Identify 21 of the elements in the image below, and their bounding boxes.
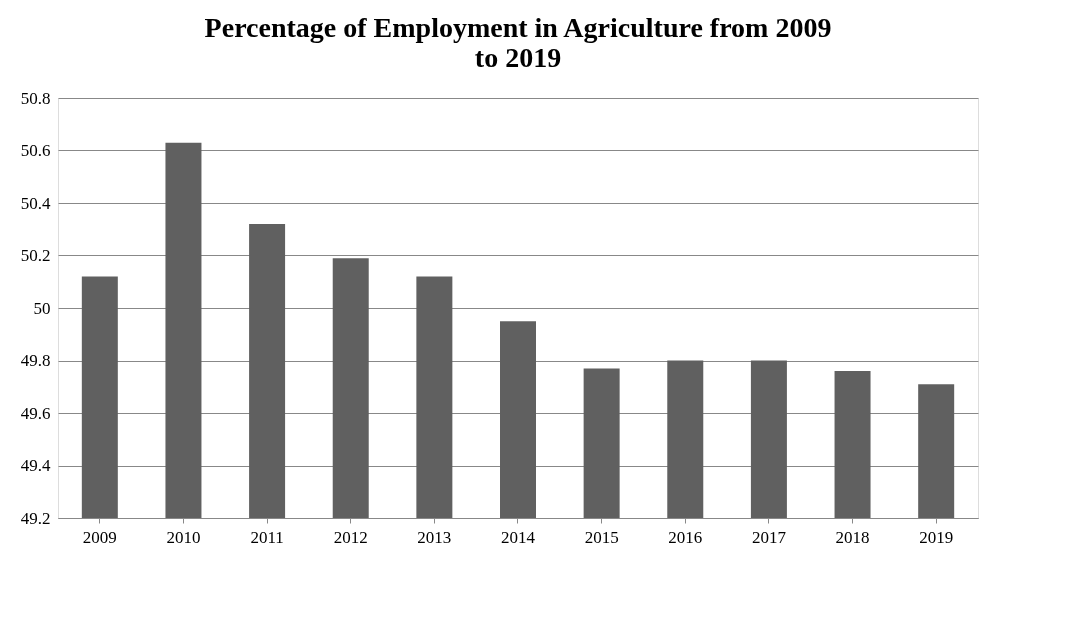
x-tick-label: 2018: [835, 527, 870, 547]
y-tick-label: 50.6: [20, 141, 51, 160]
y-tick-label: 49.6: [20, 403, 51, 423]
x-tick-label: 2015: [584, 527, 619, 547]
y-tick-label: 50.8: [20, 88, 51, 108]
x-tick-label: 2012: [333, 527, 368, 547]
chart-title: Percentage of Employment in Agriculture from 2009 to 2019: [204, 12, 832, 73]
y-tick-label: 50: [33, 298, 51, 318]
y-tick-label: 49.8: [20, 351, 51, 370]
x-tick-label: 2016: [668, 527, 703, 547]
x-tick-label: 2017: [751, 527, 787, 547]
x-tick-label: 2010: [166, 527, 201, 547]
x-tick-label: 2019: [919, 527, 954, 547]
x-tick-label: 2013: [417, 527, 452, 547]
y-tick-label: 50.2: [20, 246, 51, 265]
y-tick-label: 49.4: [20, 456, 51, 475]
y-tick-label: 49.2: [20, 508, 51, 528]
x-tick-label: 2014: [501, 527, 536, 547]
y-tick-label: 50.4: [20, 193, 51, 213]
x-tick-label: 2009: [82, 527, 117, 547]
x-tick-label: 2011: [250, 527, 284, 547]
